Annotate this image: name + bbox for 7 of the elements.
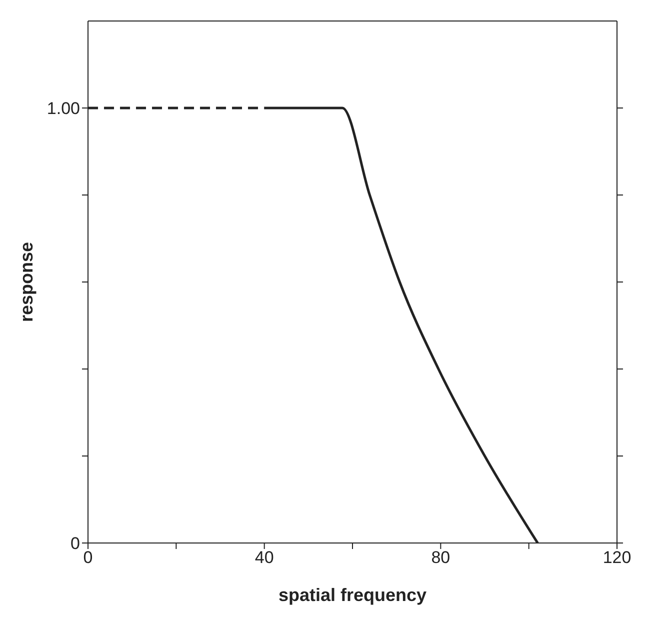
x-tick-label: 80	[431, 548, 450, 568]
x-tick-label: 0	[83, 548, 93, 568]
y-axis-title: response	[16, 242, 36, 322]
x-tick-label: 120	[602, 548, 632, 568]
y-tick-label: 1.00	[46, 99, 80, 118]
x-tick-label: 40	[254, 548, 274, 568]
x-axis-title: spatial frequency	[278, 585, 427, 605]
